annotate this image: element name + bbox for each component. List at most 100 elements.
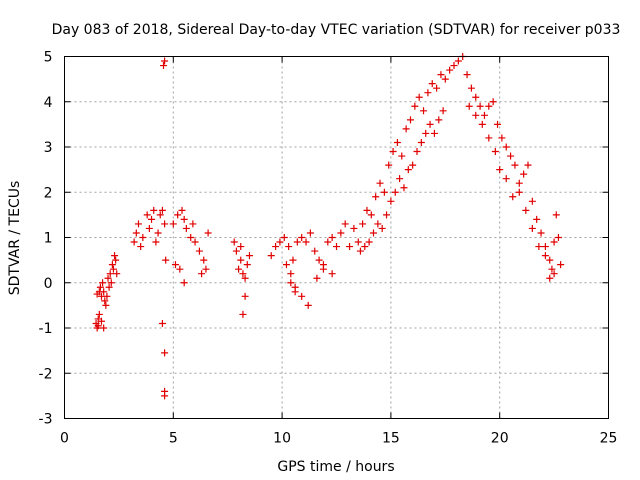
data-point (393, 138, 401, 146)
data-point (237, 256, 245, 264)
data-point (485, 134, 493, 142)
data-point (383, 211, 391, 219)
data-point (415, 93, 423, 101)
data-point (137, 243, 145, 251)
data-point (230, 238, 238, 246)
data-point (439, 107, 447, 115)
x-axis-title: GPS time / hours (277, 459, 394, 475)
data-point (480, 111, 488, 119)
x-tick-label: 25 (600, 431, 618, 447)
y-tick-label: -1 (39, 321, 53, 337)
data-point (333, 243, 340, 251)
data-point (180, 279, 188, 287)
data-point (433, 84, 441, 92)
data-point (528, 224, 536, 232)
data-point (535, 243, 543, 251)
data-point (476, 102, 484, 110)
data-point (180, 215, 188, 223)
data-point (341, 220, 349, 228)
data-point (498, 134, 506, 142)
data-point (241, 274, 249, 282)
data-point (324, 238, 332, 246)
data-point (130, 238, 138, 246)
x-tick-label: 15 (382, 431, 400, 447)
data-point (356, 247, 364, 255)
data-point (524, 161, 532, 169)
data-point (328, 270, 336, 278)
data-point (328, 234, 336, 241)
data-point (413, 148, 421, 156)
data-point (533, 215, 541, 223)
data-point (143, 211, 151, 219)
data-point (104, 274, 112, 282)
data-point (359, 220, 367, 228)
data-point (361, 243, 369, 251)
data-point (289, 256, 297, 264)
data-point (507, 152, 515, 160)
data-point (158, 206, 166, 214)
y-tick-label: 2 (44, 185, 53, 201)
data-point (391, 188, 399, 196)
data-point (105, 283, 113, 291)
data-point (548, 265, 556, 273)
data-point (402, 125, 410, 133)
data-point (426, 120, 434, 128)
data-point (176, 265, 184, 273)
data-point (369, 229, 377, 237)
data-point (239, 310, 247, 318)
data-point (400, 184, 408, 192)
data-point (171, 261, 179, 269)
data-point (239, 270, 247, 278)
data-point (304, 301, 312, 309)
data-point (378, 224, 386, 232)
y-tick-label: 4 (44, 95, 53, 111)
data-point (99, 279, 107, 287)
data-point (437, 71, 445, 79)
data-point (243, 261, 251, 269)
data-point (287, 279, 295, 287)
data-point (134, 220, 142, 228)
data-point (406, 116, 414, 124)
data-point (389, 148, 397, 156)
data-point (430, 129, 438, 137)
data-point (491, 148, 499, 156)
data-point (313, 274, 321, 282)
data-point (515, 188, 523, 196)
data-point (554, 234, 562, 241)
tick-labels: 0 5 10 15 20 25 -3 -2 -1 0 1 2 3 4 5 (39, 50, 618, 447)
data-point (160, 62, 168, 70)
data-point (420, 107, 428, 115)
data-point (346, 243, 354, 251)
data-point (102, 301, 110, 309)
data-point (108, 261, 116, 269)
y-tick-label: 3 (44, 140, 53, 156)
data-point (509, 193, 517, 201)
data-point (404, 166, 412, 174)
data-point (537, 229, 545, 237)
data-point (178, 206, 186, 214)
data-point (311, 247, 319, 255)
x-tick-label: 20 (491, 431, 509, 447)
data-point (195, 247, 203, 255)
data-point (95, 310, 103, 318)
data-point (111, 252, 119, 260)
data-point (189, 220, 197, 228)
data-point (450, 62, 458, 70)
data-point (293, 238, 301, 246)
data-point (161, 220, 169, 228)
data-point (156, 211, 164, 219)
data-point (287, 270, 295, 278)
data-point (161, 392, 169, 400)
data-point (267, 252, 275, 260)
y-tick-label: -2 (39, 366, 53, 382)
data-point (245, 252, 253, 260)
data-point (280, 234, 288, 241)
axis-ticks (64, 56, 609, 419)
data-point (132, 229, 140, 237)
data-point (454, 57, 462, 65)
data-point (494, 120, 502, 128)
data-point (232, 247, 240, 255)
data-point (112, 256, 120, 264)
data-point (174, 211, 182, 219)
